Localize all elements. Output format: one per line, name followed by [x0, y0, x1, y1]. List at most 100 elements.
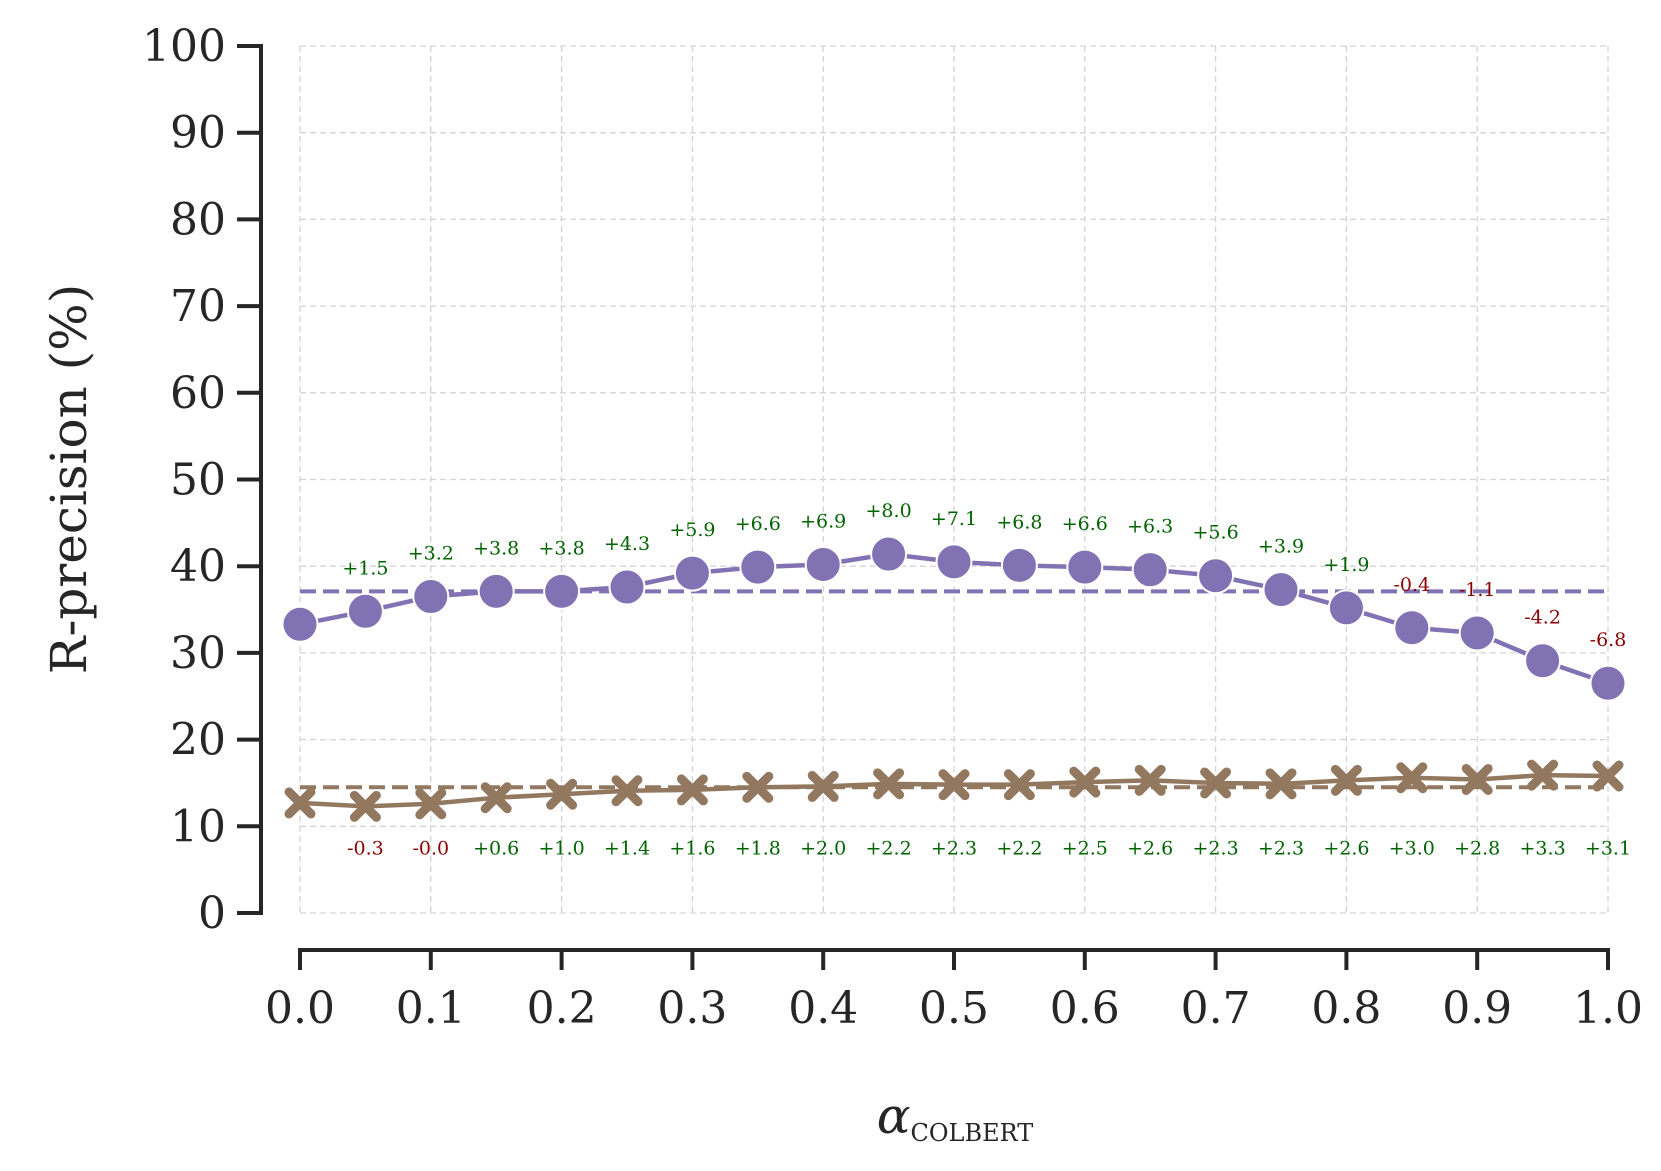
- data-label: +3.3: [1520, 837, 1566, 859]
- data-point: [739, 548, 777, 586]
- x-tick-label: 0.8: [1311, 983, 1381, 1034]
- data-point: [676, 774, 708, 806]
- data-point: [1592, 760, 1624, 792]
- data-point-stroke: [1396, 762, 1428, 794]
- data-label: +7.1: [931, 508, 977, 530]
- data-label: +3.8: [473, 537, 519, 559]
- y-tick-label: 90: [170, 108, 226, 159]
- data-point-stroke: [1200, 767, 1232, 799]
- y-tick-label: 30: [170, 628, 226, 679]
- data-point: [1069, 766, 1101, 798]
- data-point: [1134, 764, 1166, 796]
- data-point: [415, 788, 447, 820]
- data-point: [608, 568, 646, 606]
- data-point-stroke: [1461, 763, 1493, 795]
- data-point-stroke: [807, 770, 839, 802]
- data-label: -0.4: [1393, 574, 1430, 596]
- data-point: [1527, 759, 1559, 791]
- data-label: +1.8: [735, 837, 781, 859]
- x-tick-label: 0.5: [919, 983, 989, 1034]
- data-point-stroke: [873, 768, 905, 800]
- data-point: [1393, 609, 1431, 647]
- data-label: -0.3: [347, 837, 384, 859]
- data-label: +3.9: [1258, 536, 1304, 558]
- data-label: +6.9: [800, 510, 846, 532]
- data-point: [281, 605, 319, 643]
- data-point: [1589, 664, 1627, 702]
- data-point: [349, 790, 381, 822]
- data-point-stroke: [1330, 764, 1362, 796]
- data-point-stroke: [1265, 768, 1297, 800]
- data-label: +0.6: [473, 837, 519, 859]
- data-point: [1131, 551, 1169, 589]
- data-label: +2.8: [1454, 837, 1500, 859]
- data-point-stroke: [349, 790, 381, 822]
- x-tick-label: 0.4: [788, 983, 858, 1034]
- x-tick-label: 0.0: [265, 983, 335, 1034]
- tick-labels: 0.0 0.1 0.2 0.3 0.4 0.5 0.6 0.7 0.8 0.9 1.0 0 10 20 30…: [142, 21, 1643, 1034]
- data-point: [412, 578, 450, 616]
- x-tick-label: 0.7: [1181, 983, 1251, 1034]
- data-label: +1.9: [1323, 554, 1369, 576]
- data-point-stroke: [1592, 760, 1624, 792]
- data-label: +1.5: [342, 557, 388, 579]
- data-point-stroke: [611, 775, 643, 807]
- data-point-stroke: [415, 788, 447, 820]
- data-point-stroke: [742, 771, 774, 803]
- data-point: [935, 543, 973, 581]
- data-label: -0.0: [412, 837, 449, 859]
- y-tick-label: 80: [170, 194, 226, 245]
- data-point-stroke: [1069, 766, 1101, 798]
- data-point-stroke: [284, 787, 316, 819]
- data-point-stroke: [546, 778, 578, 810]
- data-point: [346, 592, 384, 630]
- data-label: +5.9: [669, 519, 715, 541]
- data-point: [1396, 762, 1428, 794]
- data-point-stroke: [480, 782, 512, 814]
- x-tick-label: 0.1: [396, 983, 466, 1034]
- data-label: +3.1: [1585, 837, 1631, 859]
- y-tick-label: 60: [170, 368, 226, 419]
- y-tick-label: 0: [198, 888, 226, 939]
- x-axis-title-symbol: α: [877, 1087, 911, 1145]
- y-tick-label: 70: [170, 281, 226, 332]
- data-label: +1.4: [604, 837, 650, 859]
- data-point: [284, 787, 316, 819]
- data-label: +8.0: [866, 500, 912, 522]
- x-tick-label: 1.0: [1573, 983, 1643, 1034]
- data-point: [1458, 614, 1496, 652]
- data-point-stroke: [938, 769, 970, 801]
- data-point: [1003, 769, 1035, 801]
- data-point: [673, 554, 711, 592]
- data-label: -6.8: [1590, 629, 1627, 651]
- data-point: [742, 771, 774, 803]
- data-label: +2.3: [931, 837, 977, 859]
- data-point-stroke: [1527, 759, 1559, 791]
- series-layer: [281, 535, 1627, 822]
- x-tick-label: 0.3: [657, 983, 727, 1034]
- data-point-stroke: [1003, 769, 1035, 801]
- data-label: +6.6: [1062, 513, 1108, 535]
- data-point: [1197, 557, 1235, 595]
- data-label: +2.6: [1127, 837, 1173, 859]
- data-label: +2.0: [800, 837, 846, 859]
- y-axis-title: R-precision (%): [40, 284, 98, 674]
- data-point: [1461, 763, 1493, 795]
- data-point: [938, 769, 970, 801]
- data-label: +2.6: [1323, 837, 1369, 859]
- y-tick-label: 40: [170, 541, 226, 592]
- data-point: [1262, 571, 1300, 609]
- data-label: +3.8: [539, 537, 585, 559]
- data-point: [873, 768, 905, 800]
- data-label: +3.0: [1389, 837, 1435, 859]
- data-point: [1200, 767, 1232, 799]
- data-label: +2.5: [1062, 837, 1108, 859]
- y-tick-label: 20: [170, 715, 226, 766]
- data-label: +2.3: [1258, 837, 1304, 859]
- data-point: [1000, 546, 1038, 584]
- axes: [237, 44, 1610, 970]
- data-point-stroke: [676, 774, 708, 806]
- delta-labels: +1.5 +3.2 +3.8 +3.8 +4.3 +5.9 +6.6 +6.9 +8.0 +7.1…: [342, 500, 1631, 859]
- data-point-stroke: [1134, 764, 1166, 796]
